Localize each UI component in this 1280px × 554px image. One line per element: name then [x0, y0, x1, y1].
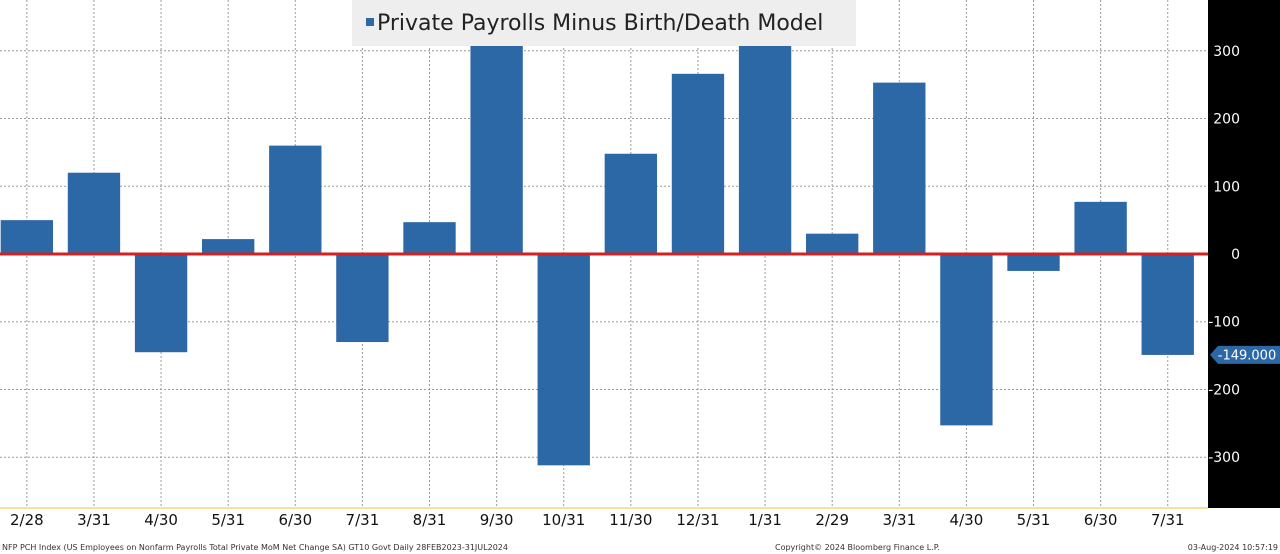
bar	[336, 254, 389, 343]
bar	[67, 172, 121, 254]
x-tick-label: 7/31	[346, 511, 380, 529]
x-tick-label: 6/30	[278, 511, 312, 529]
footer-source: NFP PCH Index (US Employees on Nonfarm P…	[2, 543, 508, 552]
bars	[0, 39, 1194, 466]
last-value-label: -149.000	[1218, 348, 1276, 363]
x-tick-label: 2/28	[10, 511, 44, 529]
bar	[537, 254, 590, 466]
bar	[0, 220, 54, 254]
x-tick-label: 3/31	[882, 511, 916, 529]
bar	[403, 222, 456, 254]
x-tick-label: 5/31	[1017, 511, 1051, 529]
y-axis-ticks: 300 200 100 0 -100 -200 -300	[1208, 44, 1240, 466]
legend-swatch	[366, 18, 374, 26]
bar	[604, 153, 658, 254]
bar	[873, 82, 926, 254]
y-tick-label: -200	[1208, 382, 1240, 398]
bar	[806, 233, 859, 254]
legend: Private Payrolls Minus Birth/Death Model	[352, 0, 856, 46]
y-tick-label: 0	[1231, 247, 1240, 263]
x-tick-label: 9/30	[480, 511, 514, 529]
bar	[202, 239, 255, 254]
bar	[940, 254, 993, 426]
y-axis-panel	[1208, 0, 1280, 508]
bar	[1141, 254, 1194, 355]
bar	[1007, 254, 1060, 271]
y-tick-label: -100	[1208, 315, 1240, 331]
y-tick-label: 100	[1213, 179, 1240, 195]
x-tick-label: 12/31	[676, 511, 719, 529]
x-tick-label: 4/30	[144, 511, 178, 529]
x-tick-label: 3/31	[77, 511, 111, 529]
footer-copyright: Copyright© 2024 Bloomberg Finance L.P.	[775, 543, 940, 552]
x-tick-label: 5/31	[211, 511, 245, 529]
bar	[134, 254, 188, 353]
last-value-marker	[1210, 345, 1280, 364]
x-tick-label: 1/31	[748, 511, 782, 529]
x-axis-ticks: 2/28 3/31 4/30 5/31 6/30 7/31 8/31 9/30 10/31 11/…	[10, 511, 1185, 529]
x-tick-label: 7/31	[1151, 511, 1185, 529]
bar	[671, 73, 725, 254]
x-tick-label: 6/30	[1084, 511, 1118, 529]
bar	[1074, 201, 1127, 254]
x-tick-label: 2/29	[815, 511, 849, 529]
y-tick-label: -300	[1208, 450, 1240, 466]
legend-box	[352, 0, 856, 46]
x-tick-label: 11/30	[609, 511, 652, 529]
x-tick-label: 4/30	[950, 511, 984, 529]
bar	[269, 145, 322, 254]
legend-label: Private Payrolls Minus Birth/Death Model	[377, 11, 823, 36]
bar	[738, 39, 792, 254]
y-tick-label: 200	[1213, 112, 1240, 128]
x-tick-label: 8/31	[413, 511, 447, 529]
y-tick-label: 300	[1213, 44, 1240, 60]
bar	[470, 40, 523, 254]
footer-timestamp: 03-Aug-2024 10:57:19	[1188, 543, 1278, 552]
x-tick-label: 10/31	[542, 511, 585, 529]
last-value-badge: -149.000	[1210, 345, 1280, 364]
